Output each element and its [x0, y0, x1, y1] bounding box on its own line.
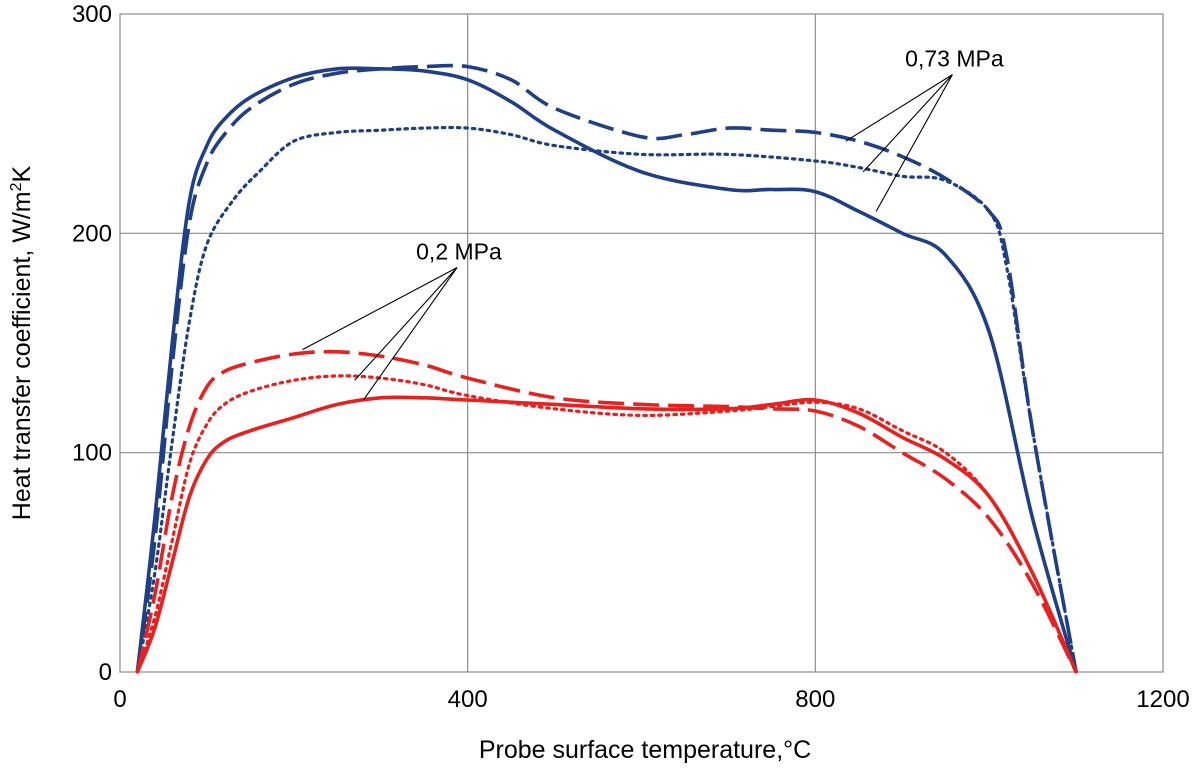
annotation-leader-line — [875, 74, 953, 212]
annotation-leader-line — [354, 267, 458, 381]
y-axis-title-sup: 2 — [8, 182, 25, 191]
y-axis-title: Heat transfer coefficient, W/m2K — [8, 165, 36, 520]
annotation-leader-line — [362, 267, 458, 401]
annotation-label: 0,73 MPa — [905, 46, 1004, 72]
x-tick-label: 1200 — [1136, 686, 1189, 713]
series-blue-solid-line — [135, 66, 1078, 673]
y-axis-title-main: Heat transfer coefficient, W/m — [8, 191, 36, 520]
y-tick-label: 100 — [72, 440, 112, 467]
annotation-leader-line — [302, 267, 458, 351]
series-red-dashed-line — [135, 349, 1078, 673]
annotation-leader-line — [845, 74, 953, 142]
annotation-label: 0,2 MPa — [416, 239, 502, 265]
x-tick-label: 800 — [795, 686, 835, 713]
data-series — [135, 63, 1078, 674]
grid-lines — [120, 14, 1163, 672]
series-blue-dotted-line — [135, 125, 1078, 674]
x-axis-title: Probe surface temperature,°C — [479, 736, 811, 764]
series-red-solid-line — [135, 395, 1078, 673]
y-tick-label: 300 — [72, 1, 112, 28]
y-tick-label: 200 — [72, 220, 112, 247]
series-red-dotted-line — [135, 374, 1078, 674]
annotation-leader-line — [862, 74, 953, 173]
y-tick-label: 0 — [99, 659, 112, 686]
annotations: 0,73 MPa 0,2 MPa — [302, 46, 1004, 401]
series-blue-dashed-line — [135, 63, 1078, 673]
x-tick-label: 400 — [448, 686, 488, 713]
y-axis-title-tail: K — [8, 165, 36, 182]
plot-frame — [119, 13, 1164, 673]
x-tick-label: 0 — [113, 686, 126, 713]
tick-labels: 0 400 800 1200 0 100 200 300 — [72, 1, 1190, 713]
